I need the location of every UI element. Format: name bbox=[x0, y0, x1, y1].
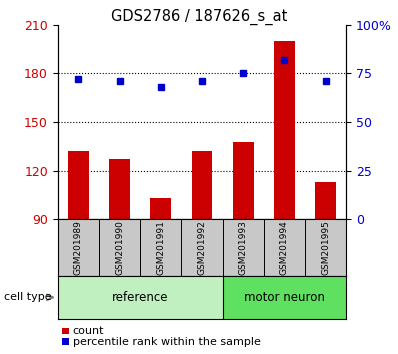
Text: GSM201993: GSM201993 bbox=[239, 220, 248, 275]
Text: GDS2786 / 187626_s_at: GDS2786 / 187626_s_at bbox=[111, 9, 287, 25]
Text: GSM201989: GSM201989 bbox=[74, 220, 83, 275]
Bar bbox=[58, 276, 222, 319]
Bar bbox=[192, 152, 212, 219]
Text: GSM201994: GSM201994 bbox=[280, 221, 289, 275]
Bar bbox=[222, 276, 346, 319]
Bar bbox=[150, 198, 171, 219]
Bar bbox=[68, 152, 89, 219]
Bar bbox=[233, 142, 254, 219]
Bar bbox=[274, 41, 295, 219]
Text: GSM201991: GSM201991 bbox=[156, 220, 165, 275]
Text: reference: reference bbox=[112, 291, 168, 304]
Text: motor neuron: motor neuron bbox=[244, 291, 325, 304]
Text: count: count bbox=[73, 326, 104, 336]
Text: cell type: cell type bbox=[4, 292, 52, 302]
Text: GSM201990: GSM201990 bbox=[115, 220, 124, 275]
Text: GSM201992: GSM201992 bbox=[197, 221, 207, 275]
Text: percentile rank within the sample: percentile rank within the sample bbox=[73, 337, 261, 347]
Bar bbox=[109, 159, 130, 219]
Bar bbox=[315, 182, 336, 219]
Text: GSM201995: GSM201995 bbox=[321, 220, 330, 275]
